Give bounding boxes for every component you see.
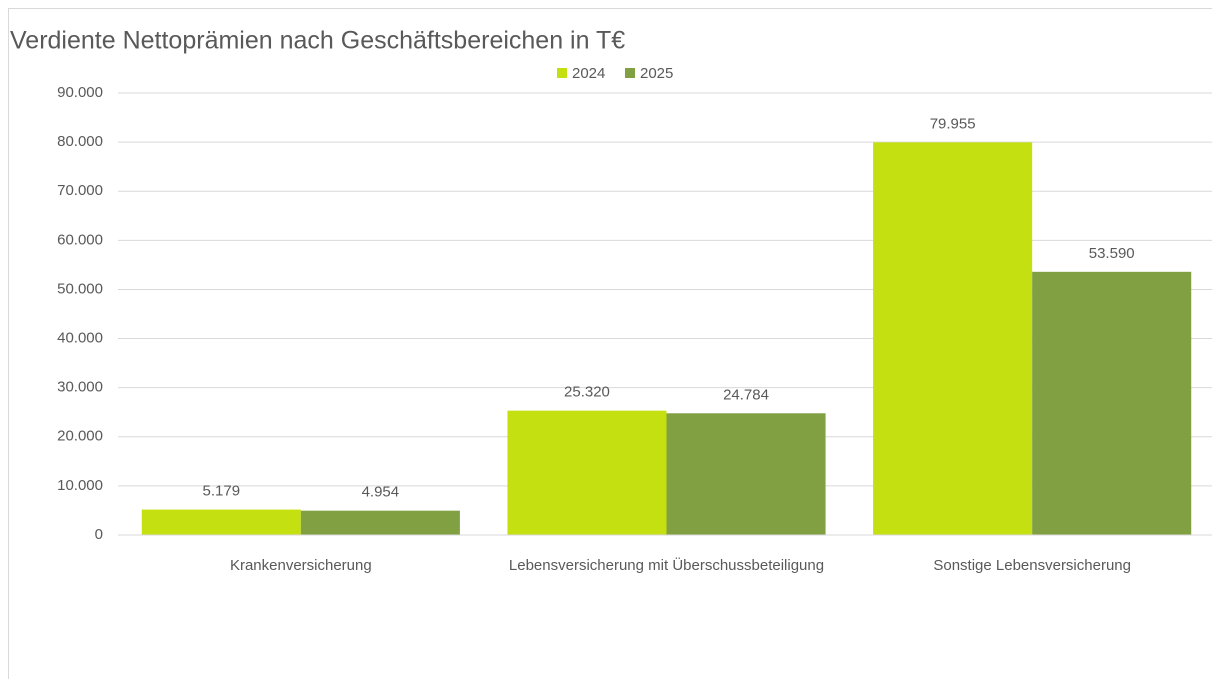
bar [873,142,1033,536]
data-label: 79.955 [930,115,976,132]
data-label: 4.954 [362,484,400,501]
legend-label: 2024 [572,65,605,82]
bar [141,509,301,535]
chart-border [8,8,1212,679]
chart-title: Verdiente Nettoprämien nach Geschäftsber… [10,27,625,55]
legend-swatch [625,68,635,78]
y-tick-label: 0 [95,526,103,543]
y-tick-label: 90.000 [57,84,103,101]
legend-label: 2025 [640,65,673,82]
x-tick-label: Sonstige Lebensversicherung [933,557,1131,574]
bar [300,510,460,535]
y-tick-label: 10.000 [57,477,103,494]
y-tick-label: 60.000 [57,231,103,248]
y-tick-label: 50.000 [57,280,103,297]
data-label: 53.590 [1089,245,1135,262]
bar [507,410,667,535]
y-tick-label: 40.000 [57,330,103,347]
y-tick-label: 30.000 [57,379,103,396]
x-tick-label: Krankenversicherung [230,557,372,574]
y-tick-label: 20.000 [57,428,103,445]
bar [666,413,826,535]
data-label: 24.784 [723,386,769,403]
bar [1032,271,1192,535]
x-tick-label: Lebensversicherung mit Überschussbeteili… [509,556,824,574]
legend-swatch [557,68,567,78]
y-tick-label: 70.000 [57,182,103,199]
data-label: 25.320 [564,384,610,401]
y-tick-label: 80.000 [57,133,103,150]
data-label: 5.179 [203,483,241,500]
